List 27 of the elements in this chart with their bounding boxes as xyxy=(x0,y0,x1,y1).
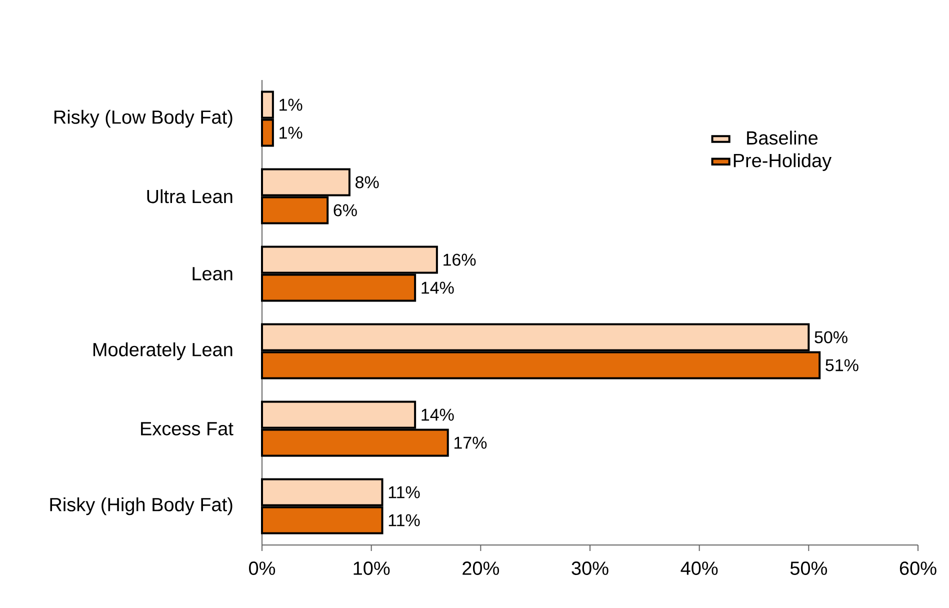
y-tick-label: Risky (Low Body Fat) xyxy=(54,110,232,128)
data-label: 51% xyxy=(826,359,858,372)
data-label: 14% xyxy=(422,282,454,294)
x-tick-label: 50% xyxy=(790,562,827,575)
data-label: 14% xyxy=(422,408,454,421)
data-label: 11% xyxy=(388,486,420,498)
data-label: 17% xyxy=(454,436,487,449)
data-label: 8% xyxy=(356,176,379,188)
data-label: 50% xyxy=(814,331,848,344)
legend-label: Pre-Holiday xyxy=(734,153,832,172)
x-tick-label: 10% xyxy=(354,562,390,575)
y-tick-label: Moderately Lean xyxy=(93,342,232,360)
x-tick-label: 20% xyxy=(462,562,499,575)
data-label: 1% xyxy=(280,98,302,111)
x-tick-label: 30% xyxy=(572,562,608,575)
y-tick-label: Excess Fat xyxy=(141,422,234,436)
data-label: 11% xyxy=(388,514,420,526)
data-label: 16% xyxy=(444,254,476,266)
y-tick-label: Ultra Lean xyxy=(147,189,232,204)
data-label: 1% xyxy=(280,126,302,139)
legend-label: Baseline xyxy=(747,130,818,145)
x-tick-label: 40% xyxy=(680,562,718,575)
y-tick-label: Risky (High Body Fat) xyxy=(50,497,232,516)
x-tick-label: 60% xyxy=(900,562,936,575)
data-label: 6% xyxy=(334,204,357,216)
y-tick-label: Lean xyxy=(192,267,232,280)
x-tick-label: 0% xyxy=(249,562,276,575)
